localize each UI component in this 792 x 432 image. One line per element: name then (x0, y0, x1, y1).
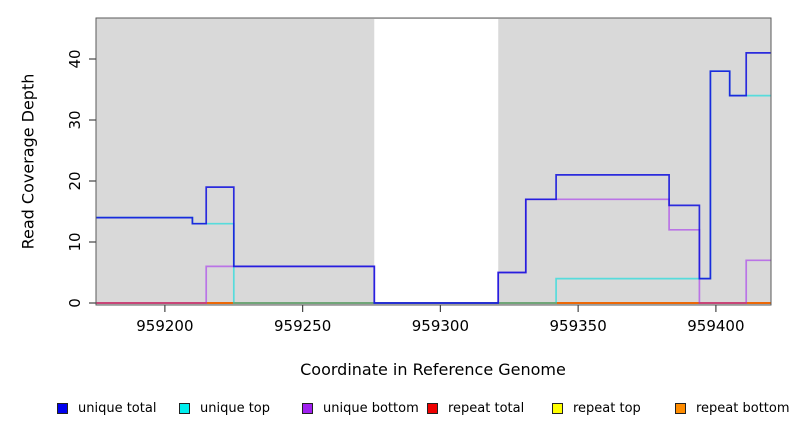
legend-swatch-icon (302, 402, 313, 414)
legend-label: repeat total (448, 400, 525, 416)
x-axis-title: Coordinate in Reference Genome (0, 360, 792, 379)
x-tick-label: 959350 (550, 317, 607, 335)
legend-swatch-icon (57, 402, 68, 414)
y-tick-label: 10 (66, 232, 84, 251)
legend-item-repeat-bottom: repeat bottom (675, 399, 790, 417)
x-tick-label: 959250 (274, 317, 331, 335)
legend-item-unique-total: unique total (57, 399, 156, 417)
legend-item-repeat-total: repeat total (427, 399, 524, 417)
y-axis-title: Read Coverage Depth (18, 73, 38, 250)
uncovered-gap-band (374, 19, 499, 304)
y-tick-label: 20 (66, 171, 84, 190)
legend-label: unique bottom (323, 400, 419, 416)
legend: unique total unique top unique bottom repea… (0, 399, 792, 419)
x-axis-title-text: Coordinate in Reference Genome (300, 360, 566, 379)
x-tick-label: 959400 (687, 317, 744, 335)
y-tick-label: 0 (66, 298, 84, 308)
legend-label: repeat bottom (696, 400, 790, 416)
legend-label: repeat top (573, 400, 641, 416)
legend-item-unique-top: unique top (179, 399, 270, 417)
y-tick-label: 40 (66, 49, 84, 68)
series-lines (96, 52, 771, 304)
legend-label: unique total (78, 400, 157, 416)
x-tick-label: 959200 (136, 317, 193, 335)
legend-swatch-icon (179, 402, 190, 414)
legend-item-repeat-top: repeat top (552, 399, 641, 417)
legend-item-unique-bottom: unique bottom (302, 399, 419, 417)
legend-swatch-icon (427, 402, 438, 414)
legend-label: unique top (200, 400, 271, 416)
legend-swatch-icon (675, 402, 686, 414)
plot-frame (95, 17, 772, 306)
x-tick-label: 959300 (412, 317, 469, 335)
y-tick-label: 30 (66, 110, 84, 129)
series-line-unique-total (96, 52, 771, 304)
legend-swatch-icon (552, 402, 563, 414)
